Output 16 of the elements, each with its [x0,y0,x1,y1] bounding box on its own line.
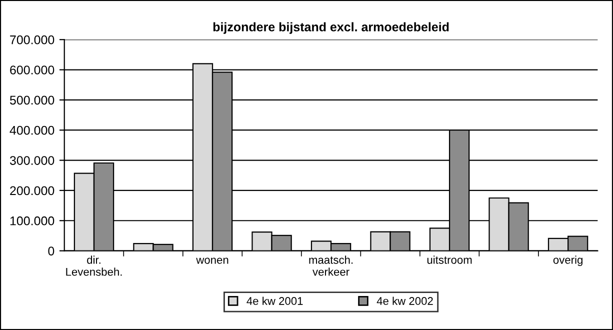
x-tick-label: wonen [196,258,228,264]
y-tick-label: 200.000 [10,186,54,196]
y-tick-label: 700.000 [10,35,54,44]
x-tick-label: dir. Levensbeh. [66,256,122,276]
y-tick-label: 600.000 [10,66,54,74]
y-tick-label: 100.000 [10,216,54,226]
y-tick-label: 400.000 [10,126,54,135]
chart-title: bijzondere bijstand excl. armoedebeleid [213,22,449,34]
x-tick-label: overig [553,256,582,266]
legend-label: 4e kw 2001 [246,296,303,305]
legend-label: 4e kw 2002 [376,296,433,305]
y-tick-label: 300.000 [10,156,54,165]
y-tick-label: 0 [48,246,54,256]
y-tick-label: 500.000 [10,96,54,105]
x-tick-label: maatsch. verkeer [309,256,353,276]
x-tick-label: uitstroom [427,256,472,264]
